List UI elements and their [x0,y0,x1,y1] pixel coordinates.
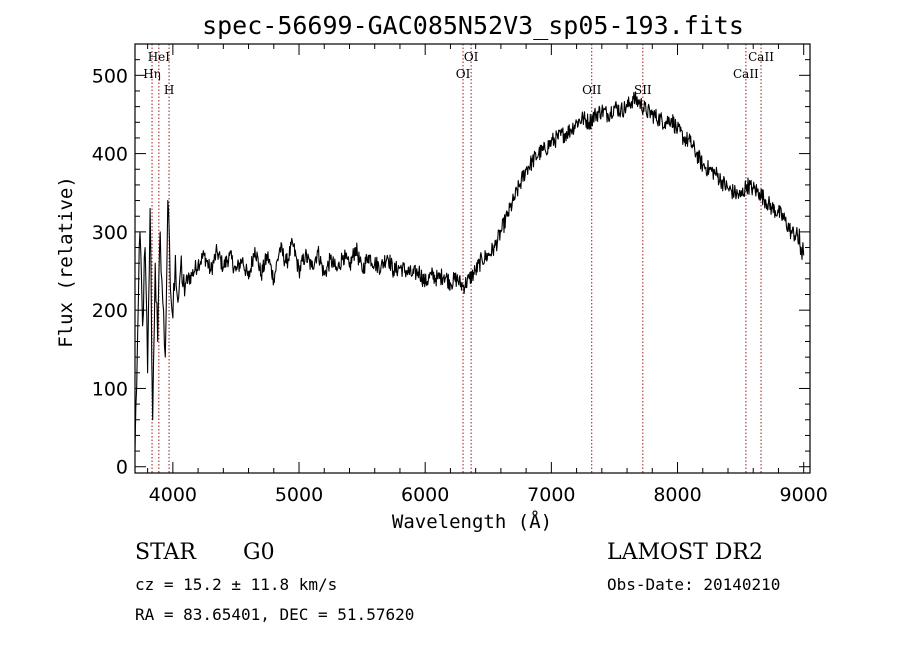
plot-frame [134,43,811,474]
axis-ticks: 4000 5000 6000 7000 8000 9000 0 100 200 300 400 500 [92,44,828,506]
y-axis-label: Flux (relative) [55,176,77,348]
y-tick-label: 500 [92,65,128,87]
x-tick-label: 4000 [149,484,197,506]
line-marker-label: SII [634,83,652,97]
spectrum-line [134,91,805,452]
line-markers: Hη HeI H OI OI OII SII CaII CaII [143,44,774,473]
line-marker-label: HeI [148,50,171,64]
x-tick-label: 9000 [780,484,828,506]
spectral-subclass: G0 [243,540,275,565]
redshift-text: cz = 15.2 ± 11.8 km/s [135,575,337,594]
chart-title: spec-56699-GAC085N52V3_sp05-193.fits [202,11,744,40]
x-tick-label: 5000 [275,484,323,506]
y-tick-label: 100 [92,378,128,400]
y-tick-label: 400 [92,144,128,166]
line-marker-label: OI [456,67,471,81]
line-marker-label: OII [582,83,602,97]
survey-name: LAMOST DR2 [607,540,763,565]
x-tick-label: 6000 [401,484,449,506]
line-marker-label: H [164,83,174,97]
coordinates: RA = 83.65401, DEC = 51.57620 [135,605,414,624]
y-tick-label: 0 [116,457,128,479]
line-marker-label: OI [464,50,479,64]
line-marker-label: CaII [748,50,774,64]
x-axis-label: Wavelength (Å) [392,510,552,533]
series-layer [134,91,805,452]
line-marker-label: Hη [143,67,161,81]
obs-date: Obs-Date: 20140210 [607,575,780,594]
x-tick-label: 7000 [527,484,575,506]
x-tick-label: 8000 [653,484,701,506]
line-marker-label: CaII [733,67,759,81]
y-tick-label: 300 [92,222,128,244]
object-class: STAR [135,540,197,565]
y-tick-label: 200 [92,300,128,322]
